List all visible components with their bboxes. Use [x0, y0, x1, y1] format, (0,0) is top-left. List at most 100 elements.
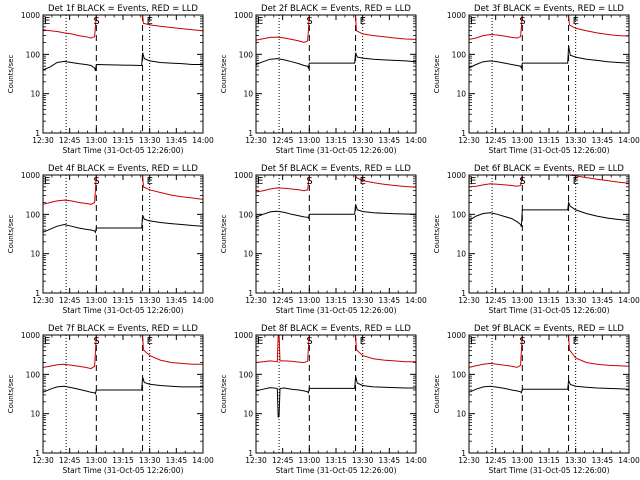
plot-frame: [255, 174, 417, 294]
x-tick-label: 13:00: [299, 456, 321, 465]
y-axis-label: Counts/sec: [433, 55, 441, 94]
marker-e-right: E: [147, 16, 153, 27]
y-tick-label: 1000: [21, 171, 40, 180]
x-tick-label: 13:30: [139, 456, 161, 465]
y-tick-label: 100: [26, 50, 41, 59]
x-tick-label: 13:45: [592, 456, 614, 465]
y-tick-label: 1000: [447, 331, 466, 340]
x-tick-label: 14:00: [618, 456, 640, 465]
x-tick-label: 12:30: [32, 136, 54, 145]
marker-e-right: E: [147, 176, 153, 187]
x-tick-label: 12:45: [59, 136, 81, 145]
x-tick-label: 12:45: [272, 456, 294, 465]
plot-frame: [468, 14, 630, 134]
marker-e-left: E: [470, 16, 476, 27]
y-tick-label: 1: [35, 129, 40, 138]
events-series-line: [255, 204, 417, 220]
y-tick-label: 10: [243, 250, 253, 259]
x-tick-label: 13:30: [565, 456, 587, 465]
y-tick-label: 1000: [21, 11, 40, 20]
x-tick-label: 13:30: [565, 136, 587, 145]
plot-frame: [468, 334, 630, 454]
plot-frame: [255, 14, 417, 134]
y-tick-label: 1000: [234, 331, 253, 340]
x-tick-label: 13:30: [352, 136, 374, 145]
x-tick-label: 14:00: [192, 456, 214, 465]
marker-e-right: E: [147, 336, 153, 347]
x-axis-label: Start Time (31-Oct-05 12:26:00): [275, 306, 396, 315]
plot-frame: [255, 334, 417, 454]
x-tick-label: 12:30: [245, 456, 267, 465]
x-tick-label: 12:45: [485, 296, 507, 305]
x-tick-label: 13:00: [86, 296, 108, 305]
x-tick-label: 13:45: [592, 136, 614, 145]
panel-title: Det 7f BLACK = Events, RED = LLD: [48, 324, 198, 334]
y-tick-label: 1: [248, 449, 253, 458]
events-series-line: [468, 46, 630, 70]
lld-series-line: [468, 14, 630, 40]
events-series-line: [468, 200, 630, 228]
x-tick-label: 12:30: [32, 296, 54, 305]
events-series-line: [42, 52, 203, 72]
x-tick-label: 14:00: [405, 296, 427, 305]
y-tick-label: 1: [461, 129, 466, 138]
lld-series-line: [255, 334, 416, 364]
marker-e-left: E: [470, 176, 476, 187]
marker-s: S: [306, 16, 312, 27]
x-tick-label: 12:30: [245, 296, 267, 305]
x-tick-label: 13:45: [166, 136, 188, 145]
events-series-line: [255, 52, 417, 70]
x-tick-label: 12:45: [272, 136, 294, 145]
x-tick-label: 14:00: [192, 296, 214, 305]
lld-series-line: [255, 14, 417, 44]
panel-det-4: Det 4f BLACK = Events, RED = LLD Counts/s…: [7, 164, 214, 315]
x-tick-label: 13:15: [325, 136, 347, 145]
y-tick-label: 1: [461, 449, 466, 458]
x-tick-label: 13:45: [379, 296, 401, 305]
events-series-line: [42, 215, 204, 234]
x-tick-label: 13:00: [512, 136, 534, 145]
x-tick-label: 13:45: [592, 296, 614, 305]
x-tick-label: 12:45: [485, 136, 507, 145]
plot-frame: [42, 334, 204, 454]
x-tick-label: 13:30: [139, 296, 161, 305]
x-tick-label: 13:00: [299, 296, 321, 305]
panel-det-8: Det 8f BLACK = Events, RED = LLD Counts/s…: [220, 324, 427, 475]
x-tick-label: 12:30: [32, 456, 54, 465]
x-tick-label: 13:30: [352, 296, 374, 305]
x-axis-label: Start Time (31-Oct-05 12:26:00): [488, 306, 609, 315]
marker-s: S: [519, 16, 525, 27]
panel-det-6: Det 6f BLACK = Events, RED = LLD Counts/s…: [433, 164, 640, 315]
x-tick-label: 12:30: [245, 136, 267, 145]
panel-title: Det 4f BLACK = Events, RED = LLD: [48, 164, 198, 174]
lld-series-line: [42, 174, 204, 205]
marker-e-left: E: [470, 336, 476, 347]
panel-det-3: Det 3f BLACK = Events, RED = LLD Counts/s…: [433, 4, 640, 155]
panel-det-2: Det 2f BLACK = Events, RED = LLD Counts/s…: [220, 4, 427, 155]
marker-s: S: [93, 336, 99, 347]
lld-series-line: [42, 334, 203, 370]
y-tick-label: 100: [452, 370, 467, 379]
panel-title: Det 2f BLACK = Events, RED = LLD: [261, 4, 411, 14]
y-tick-label: 100: [26, 370, 41, 379]
y-tick-label: 1: [248, 289, 253, 298]
x-tick-label: 13:00: [86, 456, 108, 465]
x-tick-label: 13:15: [538, 136, 560, 145]
x-axis-label: Start Time (31-Oct-05 12:26:00): [62, 306, 183, 315]
x-axis-label: Start Time (31-Oct-05 12:26:00): [62, 146, 183, 155]
x-tick-label: 14:00: [405, 136, 427, 145]
x-tick-label: 14:00: [618, 296, 640, 305]
y-tick-label: 1000: [234, 171, 253, 180]
y-tick-label: 100: [452, 50, 467, 59]
x-tick-label: 12:30: [458, 456, 480, 465]
y-tick-label: 10: [243, 410, 253, 419]
y-tick-label: 1000: [234, 11, 253, 20]
y-axis-label: Counts/sec: [7, 55, 15, 94]
panel-title: Det 1f BLACK = Events, RED = LLD: [48, 4, 198, 14]
x-axis-label: Start Time (31-Oct-05 12:26:00): [275, 146, 396, 155]
marker-s: S: [519, 336, 525, 347]
x-tick-label: 12:45: [272, 296, 294, 305]
y-tick-label: 100: [26, 210, 41, 219]
